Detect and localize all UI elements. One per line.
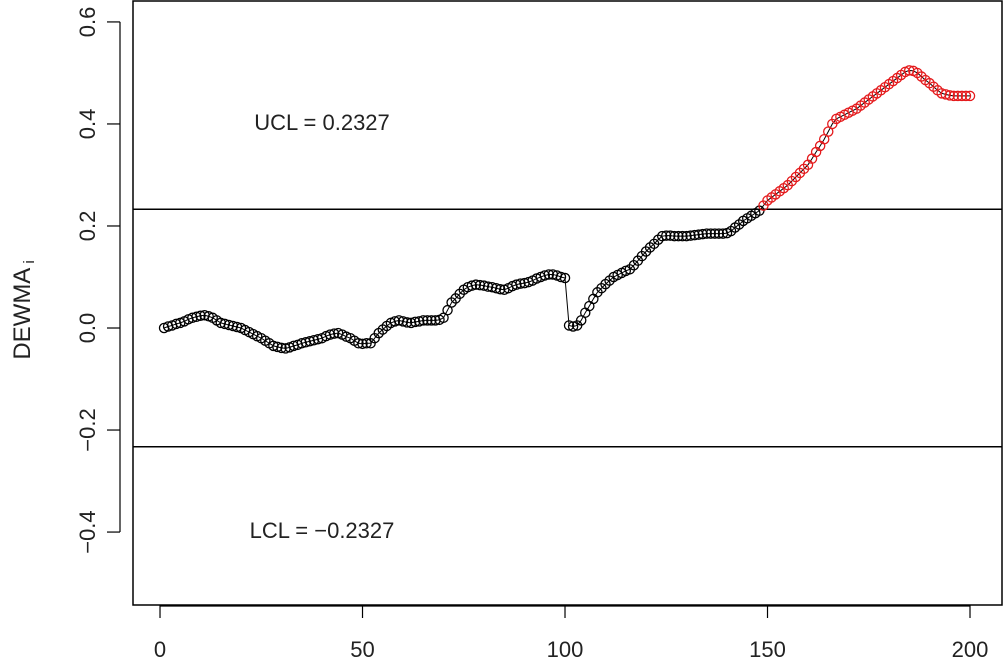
point	[474, 279, 486, 291]
point	[227, 320, 239, 332]
point	[482, 281, 494, 292]
y-tick-label: 0.0	[75, 313, 100, 344]
point	[709, 228, 721, 239]
point	[466, 280, 478, 291]
point	[567, 321, 579, 332]
y-tick-label: −0.4	[75, 510, 100, 553]
point	[701, 228, 713, 239]
point	[422, 315, 433, 326]
x-tick-label: 200	[952, 637, 989, 662]
plot-box	[132, 0, 1003, 606]
point	[426, 315, 437, 326]
point	[393, 315, 405, 326]
point	[543, 269, 555, 280]
point	[195, 310, 206, 322]
point	[685, 230, 696, 241]
point	[272, 341, 283, 353]
point	[478, 280, 490, 291]
point	[308, 334, 320, 346]
point	[960, 90, 972, 102]
point	[470, 279, 482, 290]
point	[661, 230, 672, 241]
point	[563, 320, 575, 331]
y-tick-label: −0.2	[75, 408, 100, 451]
x-tick-label: 100	[547, 637, 584, 662]
point	[964, 90, 976, 102]
x-tick-label: 0	[154, 637, 166, 662]
point	[304, 336, 316, 347]
limit-annotation: UCL = 0.2327	[254, 110, 390, 135]
point	[219, 318, 231, 330]
point	[328, 328, 340, 339]
point	[296, 338, 308, 349]
point	[300, 337, 312, 348]
point	[952, 90, 964, 102]
point	[494, 283, 506, 295]
y-tick-label: 0.4	[75, 109, 100, 140]
point	[361, 338, 372, 349]
y-axis-label: DEWMA i	[9, 260, 38, 359]
point	[187, 312, 198, 324]
y-label-main: DEWMA	[9, 268, 36, 360]
x-tick-label: 150	[749, 637, 786, 662]
point	[669, 230, 680, 242]
point	[191, 311, 202, 323]
point	[677, 230, 688, 242]
point	[693, 229, 704, 240]
point	[555, 271, 567, 283]
point	[665, 230, 676, 241]
point	[324, 329, 336, 340]
point	[944, 90, 956, 101]
point	[401, 317, 413, 328]
point	[713, 228, 725, 239]
point	[276, 342, 287, 354]
point	[705, 228, 717, 239]
point	[673, 230, 684, 242]
point	[656, 230, 668, 242]
point	[397, 316, 409, 327]
y-tick-label: 0.6	[75, 7, 100, 38]
point	[511, 279, 522, 290]
point	[515, 278, 526, 289]
point	[418, 315, 429, 326]
point	[940, 89, 951, 100]
point	[409, 316, 421, 328]
y-label-sub: i	[21, 260, 38, 263]
point	[223, 319, 235, 331]
x-tick-label: 50	[350, 637, 374, 662]
point	[389, 316, 401, 327]
point	[539, 270, 551, 281]
point	[956, 90, 968, 102]
point	[948, 90, 960, 102]
point	[353, 338, 364, 349]
point	[936, 88, 947, 99]
point	[486, 281, 498, 293]
point	[490, 282, 502, 294]
point	[697, 228, 708, 240]
y-tick-label: 0.2	[75, 211, 100, 242]
point	[268, 340, 279, 352]
point	[689, 229, 700, 241]
limit-annotation: LCL = −0.2327	[250, 518, 395, 543]
point	[681, 230, 692, 242]
point	[413, 316, 425, 327]
point	[215, 317, 227, 329]
point	[559, 272, 571, 284]
point	[357, 338, 368, 350]
point	[405, 317, 417, 329]
